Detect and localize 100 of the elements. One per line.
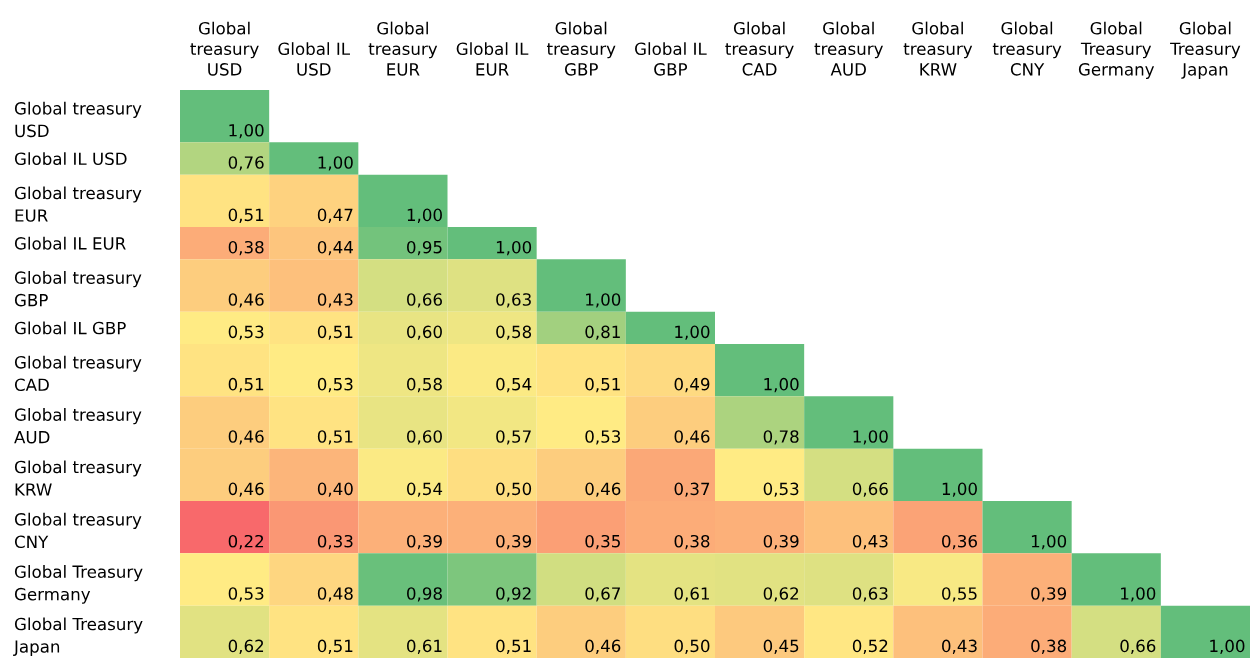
- data-label: 0,78: [763, 430, 799, 445]
- data-label: 0,35: [585, 534, 620, 550]
- x-tick-label: Global treasury GBP: [546, 21, 616, 76]
- data-label: 0,81: [585, 325, 620, 340]
- x-tick-label: Global Treasury Japan: [1170, 21, 1241, 79]
- data-label: 0,57: [496, 430, 531, 445]
- data-label: 0,63: [496, 293, 531, 308]
- data-label: 0,37: [674, 482, 710, 497]
- data-label: 1,00: [853, 430, 888, 445]
- x-tick-label: Global treasury AUD: [814, 21, 883, 76]
- data-label: 0,44: [317, 240, 353, 256]
- data-label: 0,51: [317, 430, 353, 445]
- data-label: 0,76: [228, 156, 264, 171]
- data-label: 0,39: [496, 534, 532, 550]
- data-label: 0,58: [496, 325, 532, 340]
- data-label: 0,48: [317, 587, 353, 602]
- data-label: 1,00: [586, 293, 621, 308]
- y-tick-label: Global Treasury Japan: [13, 617, 143, 657]
- y-tick-label: Global treasury USD: [14, 101, 142, 138]
- y-tick-label: Global treasury CNY: [14, 512, 142, 549]
- data-label: 0,46: [228, 430, 264, 445]
- data-label: 0,53: [228, 587, 264, 602]
- y-tick-label: Global treasury CAD: [14, 355, 142, 392]
- data-label: 1,00: [942, 482, 977, 497]
- data-label: 0,38: [1031, 639, 1067, 654]
- x-tick-label: Global IL EUR: [456, 42, 529, 76]
- data-label: 0,45: [763, 639, 799, 654]
- data-label: 0,67: [585, 587, 620, 602]
- data-label: 1,00: [764, 377, 799, 393]
- data-label: 0,98: [407, 587, 442, 602]
- data-label: 0,51: [496, 639, 531, 654]
- data-label: 0,92: [496, 587, 531, 602]
- data-label: 0,46: [228, 293, 264, 308]
- y-tick-label: Global treasury EUR: [14, 186, 142, 222]
- data-label: 0,50: [674, 639, 710, 654]
- data-label: 0,47: [317, 208, 353, 223]
- data-label: 1,00: [407, 208, 442, 223]
- data-label: 0,62: [763, 587, 799, 602]
- data-label: 0,53: [228, 325, 264, 340]
- x-tick-label: Global treasury CNY: [992, 21, 1062, 76]
- data-label: 1,00: [1121, 587, 1156, 602]
- x-tick-label: Global IL USD: [278, 42, 350, 76]
- data-label: 0,39: [763, 534, 799, 550]
- data-label: 0,39: [407, 534, 442, 550]
- data-label: 1,00: [318, 156, 353, 171]
- data-label: 0,40: [317, 482, 353, 497]
- data-label: 0,63: [852, 587, 888, 602]
- y-tick-label: Global IL GBP: [14, 321, 126, 335]
- data-label: 0,61: [407, 639, 442, 654]
- data-label: 0,54: [407, 482, 443, 497]
- data-label: 0,49: [674, 377, 710, 393]
- data-label: 0,53: [763, 482, 799, 497]
- data-label: 0,58: [407, 377, 442, 393]
- data-label: 0,60: [407, 430, 442, 445]
- data-label: 0,95: [407, 240, 442, 256]
- data-label: 0,51: [585, 377, 620, 393]
- data-label: 0,33: [317, 534, 353, 550]
- x-tick-label: Global treasury KRW: [903, 21, 973, 76]
- x-tick-label: Global treasury USD: [190, 21, 259, 76]
- data-label: 0,61: [674, 587, 709, 602]
- y-tick-label: Global treasury KRW: [14, 460, 142, 496]
- data-label: 0,46: [228, 482, 264, 497]
- data-label: 1,00: [1210, 639, 1245, 654]
- data-label: 0,38: [674, 534, 710, 550]
- data-label: 0,52: [852, 639, 888, 654]
- data-label: 0,51: [228, 208, 264, 223]
- data-label: 0,46: [585, 482, 621, 497]
- y-tick-label: Global Treasury Germany: [14, 565, 143, 604]
- data-label: 0,22: [228, 534, 264, 550]
- data-label: 0,54: [496, 377, 532, 393]
- data-label: 1,00: [229, 123, 264, 139]
- data-label: 1,00: [675, 325, 710, 340]
- data-label: 0,66: [852, 482, 888, 497]
- y-tick-label: Global treasury AUD: [14, 408, 142, 444]
- data-label: 0,53: [317, 377, 353, 393]
- data-label: 0,38: [228, 240, 264, 256]
- data-label: 0,36: [942, 534, 977, 550]
- data-label: 0,60: [407, 325, 442, 340]
- data-label: 0,66: [1120, 639, 1156, 654]
- data-label: 0,51: [317, 639, 353, 654]
- data-label: 0,39: [1031, 587, 1067, 602]
- data-label: 0,51: [228, 377, 264, 393]
- data-label: 0,51: [317, 325, 353, 340]
- x-tick-label: Global IL GBP: [635, 42, 707, 76]
- y-tick-label: Global treasury GBP: [14, 271, 142, 307]
- y-tick-label: Global IL USD: [14, 152, 127, 166]
- x-tick-label: Global Treasury Germany: [1078, 21, 1155, 79]
- data-label: 0,53: [585, 430, 621, 445]
- data-label: 0,66: [407, 293, 442, 308]
- data-label: 0,55: [942, 587, 977, 602]
- data-label: 0,43: [942, 639, 977, 654]
- data-label: 1,00: [496, 240, 532, 256]
- x-tick-label: Global treasury EUR: [368, 21, 438, 76]
- x-tick-label: Global treasury CAD: [725, 21, 794, 76]
- data-label: 0,62: [228, 639, 264, 654]
- data-label: 0,43: [852, 534, 888, 550]
- data-label: 0,46: [674, 430, 710, 445]
- data-label: 0,46: [585, 639, 621, 654]
- data-label: 0,43: [317, 293, 353, 308]
- data-label: 1,00: [1031, 534, 1067, 550]
